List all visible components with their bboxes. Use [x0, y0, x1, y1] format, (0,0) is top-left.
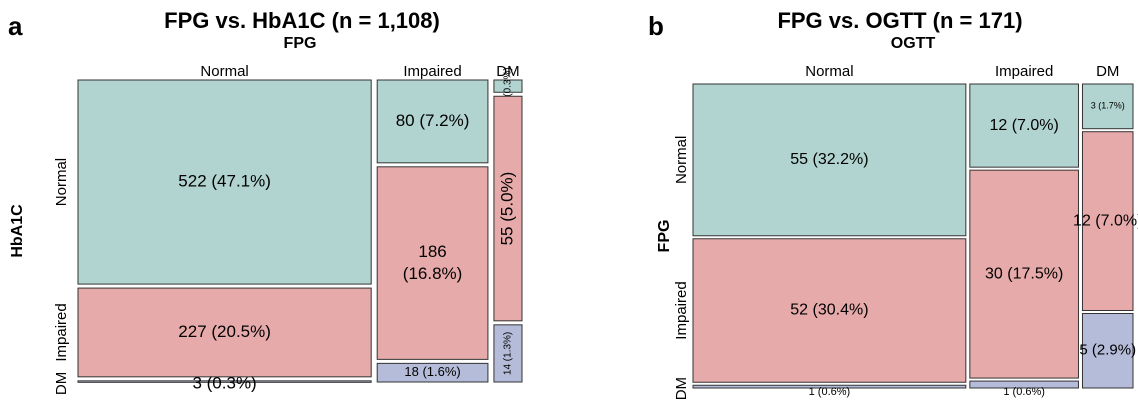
cell-dm-normal [692, 384, 967, 389]
cell-label-normal-dm: 3 (0.3%) [503, 67, 514, 105]
cell-normal-impaired [376, 79, 489, 164]
cell-label-normal-impaired: 80 (7.2%) [396, 111, 470, 130]
cell-label-normal-impaired: 12 (7.0%) [989, 117, 1058, 134]
cell-label-impaired-impaired-line2: (16.8%) [403, 265, 463, 284]
panel-a: a FPG vs. HbA1C (n = 1,108) FPG HbA1C Normal… [8, 8, 523, 395]
cell-label-impaired-normal: 227 (20.5%) [178, 322, 271, 341]
cell-dm-impaired [376, 362, 489, 383]
row-tick-dm: DM [53, 372, 70, 395]
col-tick-dm: DM [1096, 63, 1119, 80]
cell-label-impaired-impaired: 186 (16.8%) [403, 243, 463, 284]
cell-normal-dm [493, 79, 523, 93]
panel-b: b FPG vs. OGTT (n = 171) OGTT FPG Normal Impa… [648, 8, 1138, 400]
cell-label-dm-dm: 5 (2.9%) [1079, 342, 1136, 359]
row-tick-impaired: Impaired [673, 281, 690, 339]
cell-dm-normal [77, 380, 372, 383]
cell-label-normal-normal: 522 (47.1%) [178, 172, 271, 191]
cell-dm-dm [1081, 313, 1134, 389]
col-tick-normal: Normal [200, 63, 248, 80]
row-tick-impaired: Impaired [53, 303, 70, 361]
cell-label-normal-dm: 3 (1.7%) [1091, 101, 1125, 111]
chart-title: FPG vs. OGTT (n = 171) [777, 8, 1022, 33]
cell-impaired-impaired [969, 169, 1079, 379]
cell-label-impaired-dm: 12 (7.0%) [1073, 212, 1138, 229]
chart-title: FPG vs. HbA1C (n = 1,108) [164, 8, 440, 33]
row-tick-normal: Normal [53, 158, 70, 206]
cell-label-impaired-normal: 52 (30.4%) [790, 302, 868, 319]
cell-label-dm-normal: 3 (0.3%) [192, 373, 256, 392]
cell-label-dm-impaired: 18 (1.6%) [404, 364, 460, 379]
cell-label-impaired-impaired: 30 (17.5%) [985, 265, 1063, 282]
cell-label-normal-normal: 55 (32.2%) [790, 151, 868, 168]
cell-label-dm-impaired: 1 (0.6%) [1003, 386, 1045, 398]
cell-dm-dm [493, 324, 523, 383]
col-tick-dm: DM [496, 63, 519, 80]
cell-impaired-dm [1081, 131, 1134, 311]
col-tick-impaired: Impaired [403, 63, 461, 80]
cell-impaired-normal [692, 238, 967, 383]
cell-dm-impaired [969, 380, 1079, 389]
cell-normal-normal [692, 83, 967, 237]
panel-letter: b [648, 11, 664, 41]
cell-normal-impaired [969, 83, 1079, 168]
cell-label-dm-dm: 14 (1.3%) [503, 332, 514, 375]
cell-normal-normal [77, 79, 372, 285]
cell-impaired-dm [493, 95, 523, 322]
y-axis-variable: FPG [656, 220, 673, 253]
col-tick-impaired: Impaired [995, 63, 1053, 80]
y-axis-variable: HbA1C [9, 204, 26, 258]
cell-label-impaired-dm: 55 (5.0%) [497, 172, 516, 246]
x-axis-variable: OGTT [891, 35, 936, 52]
cell-label-impaired-impaired-line1: 186 [418, 243, 446, 262]
cell-normal-dm [1081, 83, 1134, 130]
cell-impaired-normal [77, 287, 372, 378]
cell-impaired-impaired [376, 166, 489, 360]
row-tick-normal: Normal [673, 136, 690, 184]
x-axis-variable: FPG [284, 35, 317, 52]
cell-label-dm-normal: 1 (0.6%) [809, 386, 851, 398]
col-tick-normal: Normal [805, 63, 853, 80]
panel-letter: a [8, 11, 23, 41]
row-tick-dm: DM [673, 377, 690, 400]
